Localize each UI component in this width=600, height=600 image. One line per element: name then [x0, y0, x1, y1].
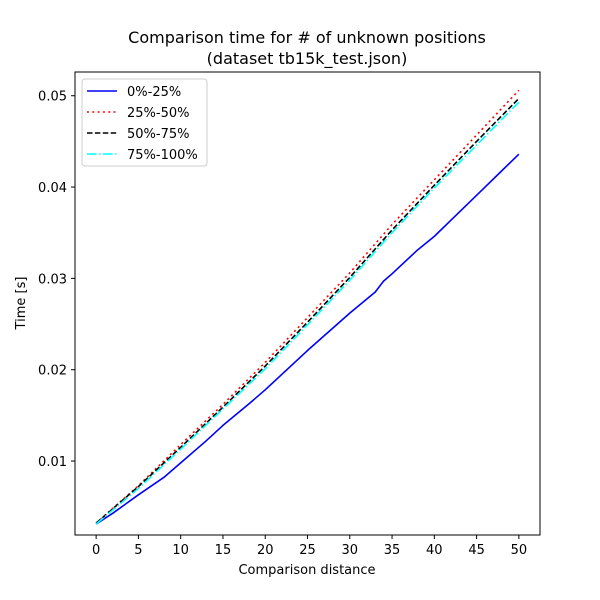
x-tick-label: 10	[172, 543, 189, 558]
legend-items: 0%-25% 25%-50% 50%-75% 75%-100%	[87, 85, 198, 163]
y-axis-ticks: 0.01 0.02 0.03 0.04 0.05	[38, 90, 75, 470]
legend: 0%-25% 25%-50% 50%-75% 75%-100%	[81, 78, 208, 167]
series-line-4	[95, 101, 520, 525]
series-line-3	[95, 97, 520, 524]
legend-label-3: 50%-75%	[127, 127, 189, 142]
legend-box	[81, 78, 208, 167]
series-line-1	[95, 153, 520, 525]
x-tick-label: 40	[426, 543, 443, 558]
y-tick-label: 0.01	[38, 455, 67, 470]
y-tick-label: 0.04	[38, 181, 67, 196]
y-tick-label: 0.02	[38, 364, 67, 379]
y-tick-label: 0.05	[38, 90, 67, 105]
x-tick-label: 0	[92, 543, 100, 558]
legend-label-1: 0%-25%	[127, 85, 181, 100]
x-tick-label: 25	[299, 543, 316, 558]
legend-label-2: 25%-50%	[127, 106, 189, 121]
y-tick-label: 0.03	[38, 272, 67, 287]
x-tick-label: 45	[468, 543, 485, 558]
x-tick-label: 15	[215, 543, 232, 558]
x-tick-label: 30	[341, 543, 358, 558]
x-tick-label: 20	[257, 543, 274, 558]
chart-subtitle: (dataset tb15k_test.json)	[207, 49, 408, 69]
x-tick-label: 5	[134, 543, 142, 558]
x-axis-label: Comparison distance	[238, 563, 375, 578]
series-line-2	[95, 89, 520, 524]
x-axis-ticks: 0 5 10 15 20 25 30 35 40 45 50	[92, 535, 527, 558]
x-tick-label: 50	[511, 543, 528, 558]
legend-label-4: 75%-100%	[127, 148, 198, 163]
chart-title: Comparison time for # of unknown positio…	[128, 28, 486, 47]
y-axis-label: Time [s]	[14, 277, 29, 331]
x-tick-label: 35	[384, 543, 401, 558]
plot-lines	[95, 89, 520, 525]
